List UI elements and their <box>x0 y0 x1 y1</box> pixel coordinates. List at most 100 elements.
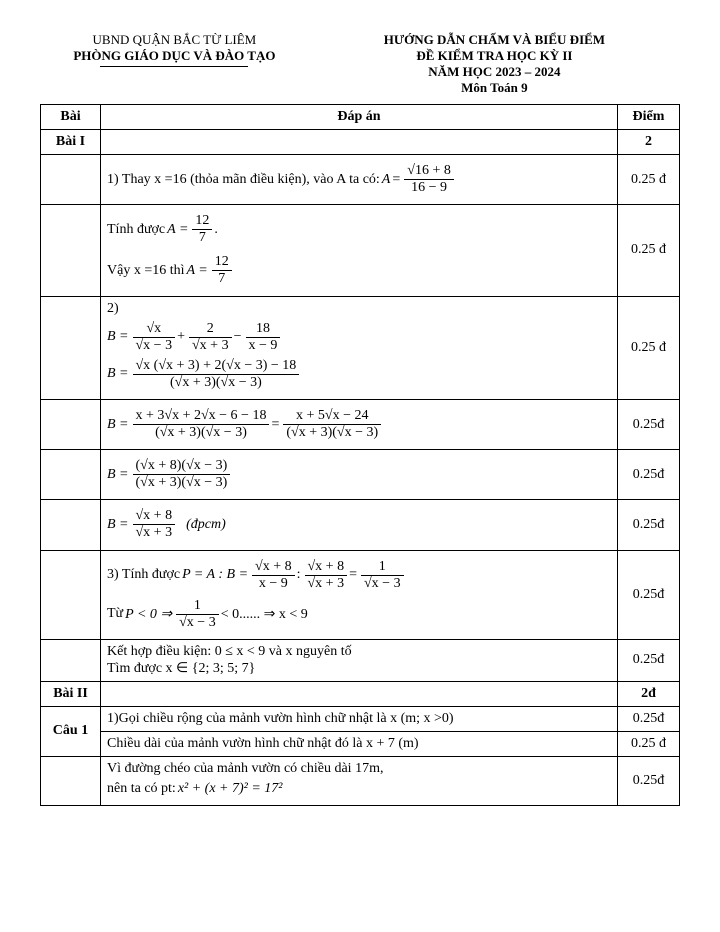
bai2-r2-ans: Vì đường chéo của mảnh vườn có chiều dài… <box>101 756 618 805</box>
table-header-row: Bài Đáp án Điểm <box>41 105 680 130</box>
r3-f3: 18 x − 9 <box>246 321 281 354</box>
header-right-line4: Môn Toán 9 <box>309 80 680 96</box>
r8-texta: Kết hợp điều kiện: 0 ≤ x < 9 và x nguyên… <box>107 644 611 660</box>
r4-f1: x + 3√x + 2√x − 6 − 18 (√x + 3)(√x − 3) <box>133 408 270 441</box>
r3-plus: + <box>177 329 185 345</box>
answer-table: Bài Đáp án Điểm Bài I 2 1) Thay x =16 (t… <box>40 104 680 806</box>
bai2-r2-eq: x² + (x + 7)² = 17² <box>178 781 283 797</box>
bai1-row7-ans: 3) Tính được P = A : B = √x + 8 x − 9 : … <box>101 550 618 639</box>
r7-f2d: √x + 3 <box>305 576 348 592</box>
r3-minus: − <box>234 329 242 345</box>
bai1-row3: 2) B = √x √x − 3 + 2 √x + 3 − 18 x − 9 <box>41 296 680 399</box>
r1-num: √16 + 8 <box>404 163 454 180</box>
r2-dot: . <box>214 222 218 238</box>
r1-text: 1) Thay x =16 (thỏa mãn điều kiện), vào … <box>107 172 380 188</box>
header-left-line2: PHÒNG GIÁO DỤC VÀ ĐÀO TẠO <box>40 48 309 64</box>
r1-eq: = <box>392 172 400 188</box>
r5-n: (√x + 8)(√x − 3) <box>133 458 231 475</box>
bai1-label: Bài I <box>41 130 101 155</box>
r2-texta: Tính được <box>107 222 165 238</box>
bai1-row1: 1) Thay x =16 (thỏa mãn điều kiện), vào … <box>41 155 680 205</box>
bai1-row7-left <box>41 550 101 639</box>
r7-f1n: √x + 8 <box>252 559 295 576</box>
bai1-row7: 3) Tính được P = A : B = √x + 8 x − 9 : … <box>41 550 680 639</box>
bai1-row5-score: 0.25đ <box>618 450 680 500</box>
header-right-line2: ĐỀ KIỂM TRA HỌC KỲ II <box>309 48 680 64</box>
bai1-row8-ans: Kết hợp điều kiện: 0 ≤ x < 9 và x nguyên… <box>101 639 618 681</box>
bai2-empty <box>101 681 618 706</box>
bai2-r1a-score: 0.25đ <box>618 706 680 731</box>
r3-l2n: √x (√x + 3) + 2(√x − 3) − 18 <box>133 358 300 375</box>
bai2-cau1-label: Câu 1 <box>41 706 101 756</box>
r2-Aeq2: A = <box>187 263 208 279</box>
r3-lead: 2) <box>107 301 611 317</box>
bai1-row8-score: 0.25đ <box>618 639 680 681</box>
r7-f2n: √x + 8 <box>305 559 348 576</box>
r3-t2d: √x + 3 <box>189 338 232 354</box>
bai1-empty <box>101 130 618 155</box>
bai1-row4-left <box>41 399 101 449</box>
bai1-row1-ans: 1) Thay x =16 (thỏa mãn điều kiện), vào … <box>101 155 618 205</box>
bai2-r2a: Vì đường chéo của mảnh vườn có chiều dài… <box>107 761 611 777</box>
header-left-rule <box>100 66 248 67</box>
bai2-row2: Vì đường chéo của mảnh vườn có chiều dài… <box>41 756 680 805</box>
r7-f3b: 1 √x − 3 <box>176 598 219 631</box>
bai1-row3-score: 0.25 đ <box>618 296 680 399</box>
r6-n: √x + 8 <box>133 508 176 525</box>
bai1-row7-score: 0.25đ <box>618 550 680 639</box>
r7-f3: 1 √x − 3 <box>361 559 404 592</box>
r4-B: B = <box>107 417 129 433</box>
r3-t3d: x − 9 <box>246 338 281 354</box>
r4-d2: (√x + 3)(√x − 3) <box>283 425 381 441</box>
r4-n1: x + 3√x + 2√x − 6 − 18 <box>133 408 270 425</box>
bai2-row1b: Chiều dài của mảnh vườn hình chữ nhật đó… <box>41 731 680 756</box>
bai1-row4: B = x + 3√x + 2√x − 6 − 18 (√x + 3)(√x −… <box>41 399 680 449</box>
r3-l2d: (√x + 3)(√x − 3) <box>133 375 300 391</box>
bai1-total: 2 <box>618 130 680 155</box>
r4-n2: x + 5√x − 24 <box>283 408 381 425</box>
r1-frac: √16 + 8 16 − 9 <box>404 163 454 196</box>
r2-den1b: 7 <box>212 271 232 287</box>
header-right: HƯỚNG DẪN CHẤM VÀ BIỂU ĐIỂM ĐỀ KIỂM TRA … <box>309 32 680 96</box>
r2-textb: Vậy x =16 thì <box>107 263 185 279</box>
r3-t1d: √x − 3 <box>133 338 176 354</box>
bai1-row2: Tính được A = 12 7 . Vậy x =16 thì A = 1… <box>41 205 680 296</box>
r4-eq: = <box>271 417 279 433</box>
r4-d1: (√x + 3)(√x − 3) <box>133 425 270 441</box>
bai1-row5-ans: B = (√x + 8)(√x − 3) (√x + 3)(√x − 3) <box>101 450 618 500</box>
bai2-r1b: Chiều dài của mảnh vườn hình chữ nhật đó… <box>101 731 618 756</box>
r6-f: √x + 8 √x + 3 <box>133 508 176 541</box>
r7-f3nb: 1 <box>176 598 219 615</box>
bai1-row6-left <box>41 500 101 550</box>
r7-f2: √x + 8 √x + 3 <box>305 559 348 592</box>
r2-frac1: 12 7 <box>192 213 212 246</box>
r2-frac2: 12 7 <box>212 254 232 287</box>
bai2-r1b-score: 0.25 đ <box>618 731 680 756</box>
r5-f: (√x + 8)(√x − 3) (√x + 3)(√x − 3) <box>133 458 231 491</box>
bai2-total: 2đ <box>618 681 680 706</box>
col-diem-header: Điểm <box>618 105 680 130</box>
r3-B: B = <box>107 329 129 345</box>
r7-PAB: P = A : B = <box>182 567 248 583</box>
bai1-row8-left <box>41 639 101 681</box>
bai1-row2-left <box>41 205 101 296</box>
r7-eq2: = <box>349 567 357 583</box>
header-left: UBND QUẬN BẮC TỪ LIÊM PHÒNG GIÁO DỤC VÀ … <box>40 32 309 96</box>
r7-f1: √x + 8 x − 9 <box>252 559 295 592</box>
header: UBND QUẬN BẮC TỪ LIÊM PHÒNG GIÁO DỤC VÀ … <box>40 32 680 96</box>
r3-B2: B = <box>107 366 129 382</box>
r2-num1b: 12 <box>212 254 232 271</box>
r3-line2frac: √x (√x + 3) + 2(√x − 3) − 18 (√x + 3)(√x… <box>133 358 300 391</box>
bai1-row5: B = (√x + 8)(√x − 3) (√x + 3)(√x − 3) 0.… <box>41 450 680 500</box>
header-left-line1: UBND QUẬN BẮC TỪ LIÊM <box>40 32 309 48</box>
r6-B: B = <box>107 517 129 533</box>
r7-f1d: x − 9 <box>252 576 295 592</box>
r4-f2: x + 5√x − 24 (√x + 3)(√x − 3) <box>283 408 381 441</box>
bai2-r2-score: 0.25đ <box>618 756 680 805</box>
r7-Plt: P < 0 ⇒ <box>125 606 172 623</box>
bai2-row2-left <box>41 756 101 805</box>
header-right-line3: NĂM HỌC 2023 – 2024 <box>309 64 680 80</box>
bai1-row8: Kết hợp điều kiện: 0 ≤ x < 9 và x nguyên… <box>41 639 680 681</box>
bai1-row4-ans: B = x + 3√x + 2√x − 6 − 18 (√x + 3)(√x −… <box>101 399 618 449</box>
r1-den: 16 − 9 <box>404 180 454 196</box>
